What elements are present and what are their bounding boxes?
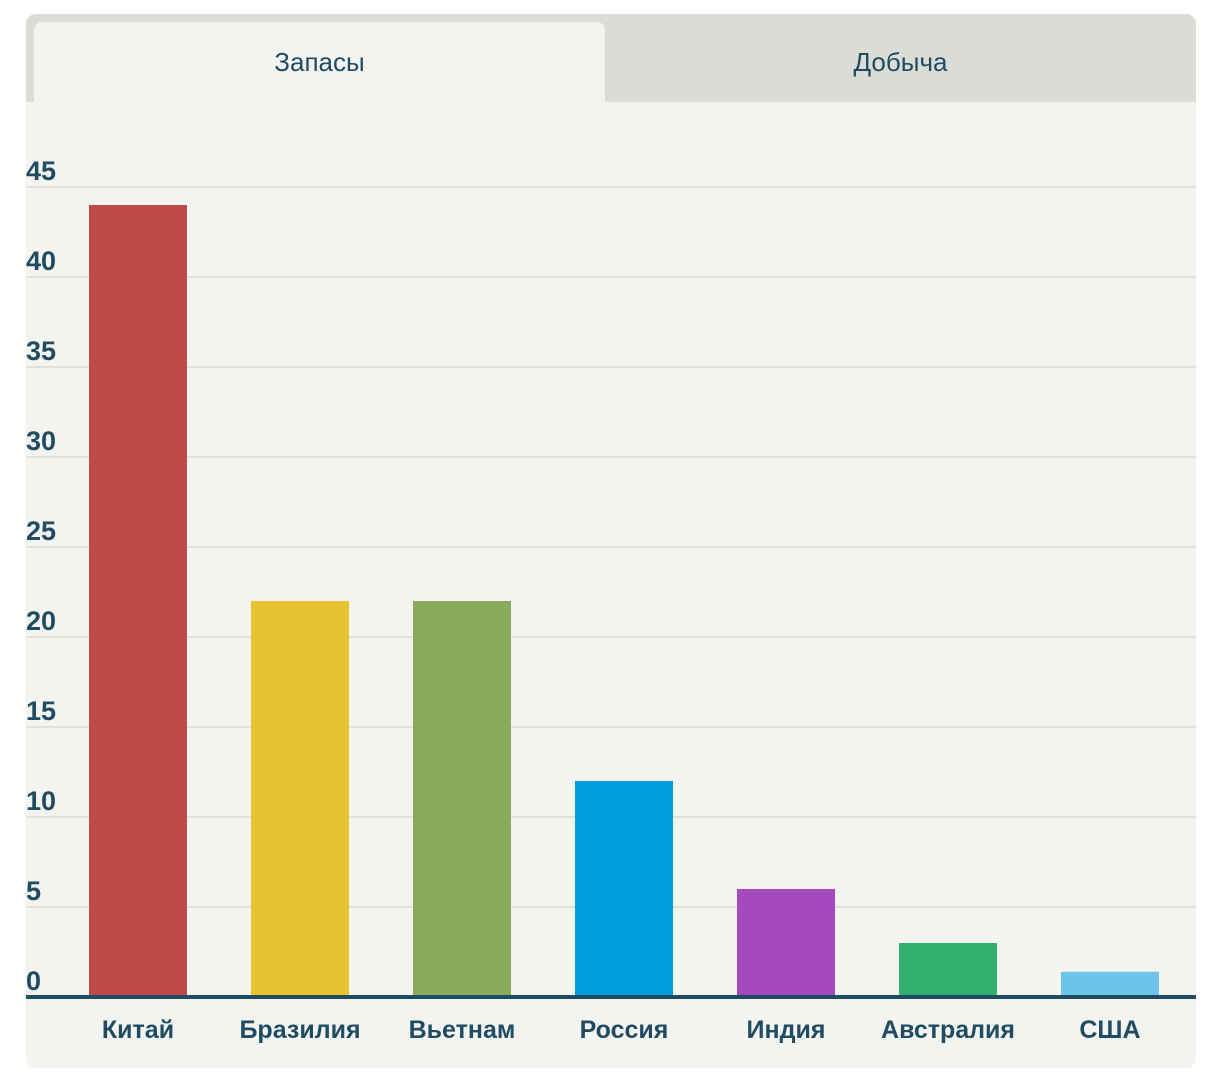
bar[interactable]	[575, 781, 673, 997]
y-tick-label: 35	[26, 336, 56, 366]
bars	[89, 205, 1159, 997]
x-tick-label: США	[1079, 1016, 1140, 1044]
y-tick-label: 15	[26, 696, 56, 726]
x-tick-label: Вьетнам	[409, 1016, 516, 1044]
y-tick-label: 5	[26, 876, 41, 906]
x-tick-label: Индия	[747, 1016, 826, 1044]
bar[interactable]	[899, 943, 997, 997]
bar[interactable]	[413, 601, 511, 997]
x-tick-label: Бразилия	[239, 1016, 360, 1044]
y-tick-label: 10	[26, 786, 56, 816]
y-tick-label: 20	[26, 606, 56, 636]
bar[interactable]	[251, 601, 349, 997]
x-tick-label: Россия	[580, 1016, 669, 1044]
tab-reserves[interactable]: Запасы	[34, 22, 605, 102]
bar[interactable]	[1061, 971, 1159, 997]
y-tick-label: 30	[26, 426, 56, 456]
y-tick-label: 25	[26, 516, 56, 546]
bar[interactable]	[89, 205, 187, 997]
tab-bar: Запасы Добыча	[26, 14, 1196, 102]
tick-labels: 0 5 10 15 20 25 30 35 40 45 Китай Бразилия Вьетнам Ро…	[26, 156, 1141, 1044]
x-tick-label: Австралия	[881, 1016, 1015, 1044]
bar[interactable]	[737, 889, 835, 997]
y-tick-label: 45	[26, 156, 56, 186]
x-tick-label: Китай	[102, 1016, 174, 1044]
y-tick-label: 0	[26, 966, 41, 996]
tab-production[interactable]: Добыча	[853, 46, 948, 77]
y-tick-label: 40	[26, 246, 56, 276]
